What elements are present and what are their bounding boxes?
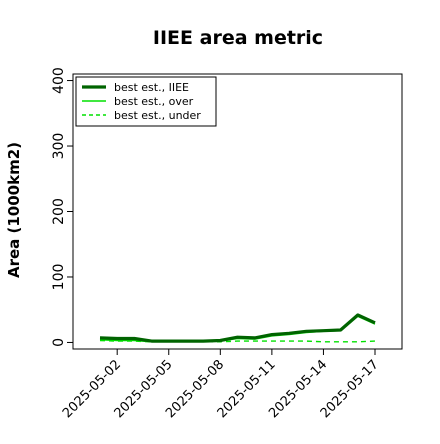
series-line bbox=[99, 313, 376, 343]
legend-label: best est., IIEE bbox=[114, 81, 189, 94]
y-tick-label: 200 bbox=[51, 198, 67, 225]
y-tick-label: 0 bbox=[51, 338, 67, 347]
y-tick-label: 400 bbox=[51, 67, 67, 94]
y-axis-label: Area (1000km2) bbox=[5, 142, 23, 278]
y-tick-label: 300 bbox=[51, 133, 67, 160]
y-tick-label: 100 bbox=[51, 264, 67, 291]
chart-title: IIEE area metric bbox=[153, 27, 323, 49]
legend-label: best est., over bbox=[114, 95, 194, 108]
legend-label: best est., under bbox=[114, 109, 201, 122]
